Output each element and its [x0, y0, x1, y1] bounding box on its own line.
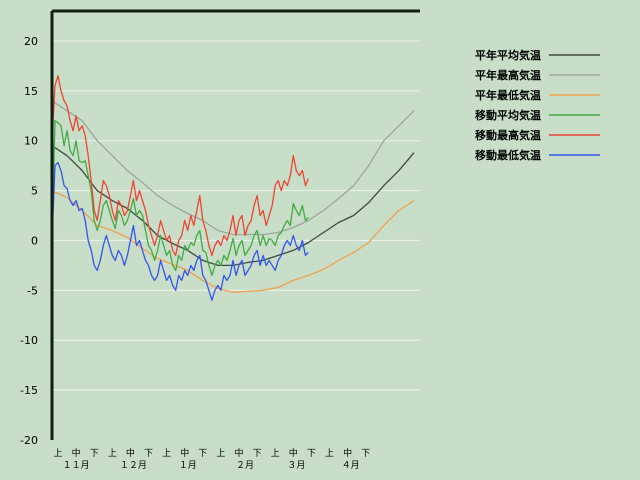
month-label: ２月 — [236, 460, 254, 471]
series-lines — [51, 75, 415, 301]
y-axis-tick-labels: 20 15 10 5 0 -5 -10 -15 -20 — [20, 35, 38, 447]
grid-lines — [52, 40, 420, 391]
legend-label: 移動最高気温 — [475, 128, 541, 142]
series-line-5 — [51, 75, 309, 257]
y-tick-label: 10 — [24, 135, 38, 148]
series-line-6 — [51, 161, 309, 301]
series-line-1 — [51, 145, 415, 267]
legend-label: 平年最低気温 — [475, 88, 541, 102]
y-tick-label: -15 — [20, 384, 38, 397]
legend-label: 平年最高気温 — [475, 68, 541, 82]
month-label: １１月 — [63, 460, 90, 471]
x-tick-label: 中 — [343, 447, 352, 459]
legend-label: 平年平均気温 — [475, 48, 541, 62]
x-tick-label: 中 — [235, 447, 244, 459]
axes — [50, 9, 420, 440]
series-line-3 — [51, 190, 415, 293]
x-tick-label: 下 — [90, 449, 99, 459]
x-tick-label: 下 — [198, 449, 207, 459]
y-tick-label: -10 — [20, 334, 38, 347]
x-tick-label: 下 — [253, 449, 262, 459]
month-label: ３月 — [287, 460, 305, 471]
x-tick-label: 下 — [144, 449, 153, 459]
x-tick-label: 上 — [271, 448, 280, 459]
month-label: ４月 — [342, 460, 360, 471]
y-tick-label: -5 — [27, 284, 38, 297]
y-tick-label: -20 — [20, 434, 38, 447]
x-tick-label: 上 — [54, 448, 63, 459]
x-tick-label: 上 — [325, 448, 334, 459]
x-tick-label: 上 — [216, 448, 225, 459]
x-tick-label: 上 — [162, 448, 171, 459]
month-labels: １１月 １２月 １月 ２月 ３月 ４月 — [63, 460, 360, 471]
x-tick-label: 中 — [126, 447, 135, 459]
x-tick-label: 中 — [180, 447, 189, 459]
y-tick-label: 20 — [24, 35, 38, 48]
series-line-4 — [51, 120, 309, 277]
x-tick-label: 下 — [361, 449, 370, 459]
x-axis-tick-labels: 上中下上中下上中下上中下上中下上中下 — [54, 447, 371, 459]
x-tick-label: 下 — [307, 449, 316, 459]
legend-label: 移動最低気温 — [475, 148, 541, 162]
series-line-2 — [51, 100, 415, 236]
x-tick-label: 中 — [72, 447, 81, 459]
x-tick-label: 上 — [108, 448, 117, 459]
y-tick-label: 5 — [31, 185, 38, 198]
legend-label: 移動平均気温 — [475, 108, 541, 122]
y-tick-label: 0 — [31, 234, 38, 247]
month-label: １月 — [179, 460, 197, 471]
x-tick-label: 中 — [289, 447, 298, 459]
month-label: １２月 — [120, 460, 147, 471]
y-tick-label: 15 — [24, 85, 38, 98]
